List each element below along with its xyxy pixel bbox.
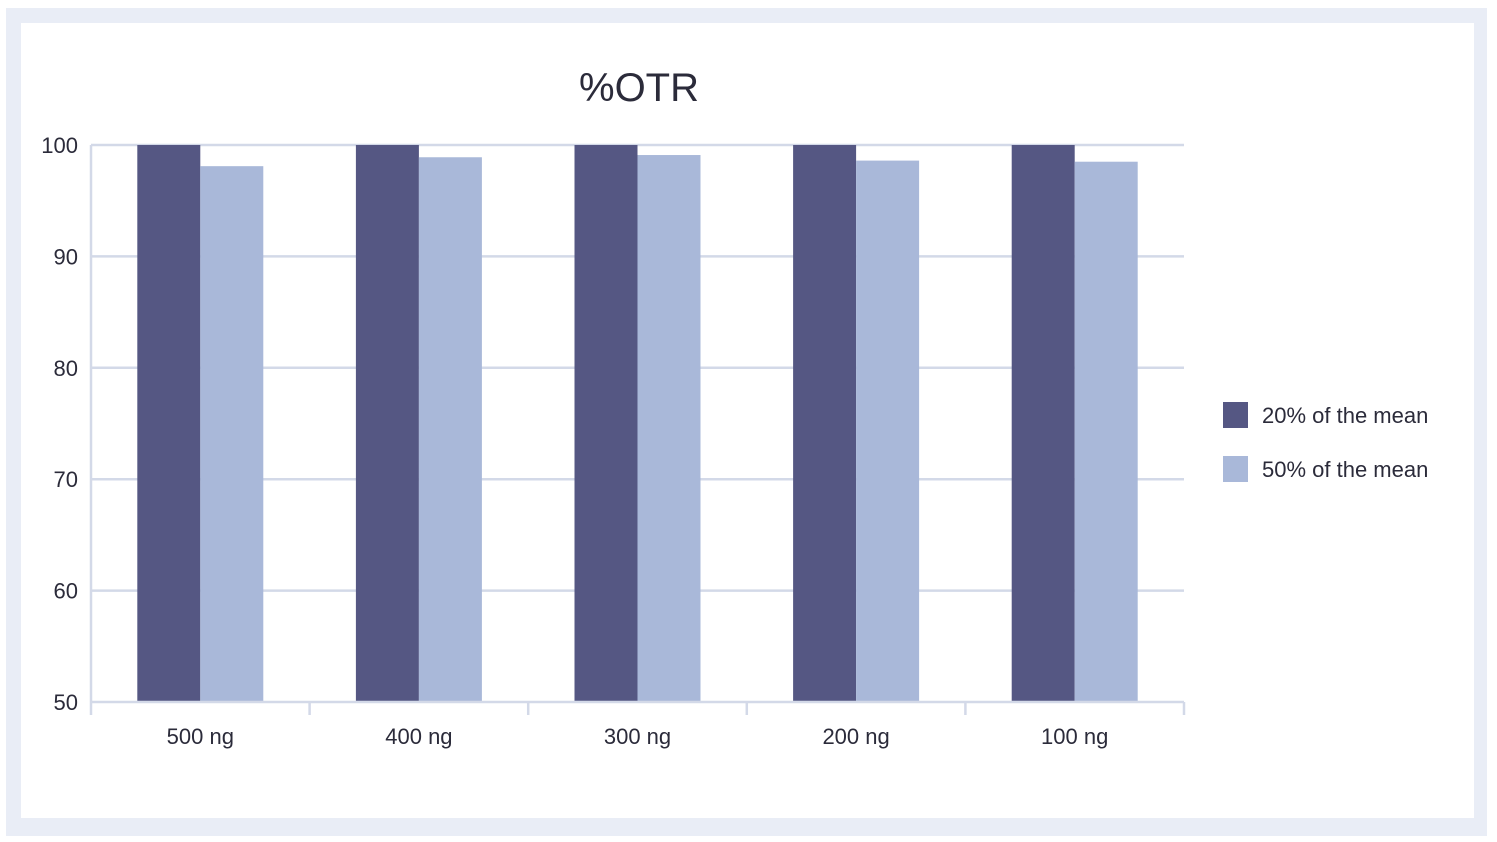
y-tick-label: 90 [54,244,78,269]
bar [1011,145,1075,702]
x-axis-tick-labels: 500 ng 400 ng 300 ng 200 ng 100 ng [167,724,1109,749]
y-tick-label: 100 [41,133,78,158]
bar [137,145,201,702]
legend-label: 20% of the mean [1262,403,1428,428]
y-axis-tick-labels: 50 60 70 80 90 100 [41,133,78,715]
x-tick-label: 400 ng [385,724,452,749]
x-tick-label: 300 ng [604,724,671,749]
bar [1074,161,1138,702]
legend-swatch [1223,402,1248,428]
bar [793,145,857,702]
x-tick-label: 100 ng [1041,724,1108,749]
bar [418,157,482,702]
y-tick-label: 80 [54,356,78,381]
x-tick-label: 200 ng [822,724,889,749]
bars [137,145,1138,702]
legend-swatch [1223,456,1248,482]
legend: 20% of the mean 50% of the mean [1223,402,1428,482]
bar [355,145,419,702]
y-tick-label: 70 [54,467,78,492]
chart-title: %OTR [579,66,699,110]
y-tick-label: 60 [54,579,78,604]
bar [856,160,920,702]
bar [200,166,264,702]
bar [637,155,701,702]
axes [89,145,1186,715]
bar [574,145,638,702]
x-tick-label: 500 ng [167,724,234,749]
legend-label: 50% of the mean [1262,457,1428,482]
y-tick-label: 50 [54,690,78,715]
